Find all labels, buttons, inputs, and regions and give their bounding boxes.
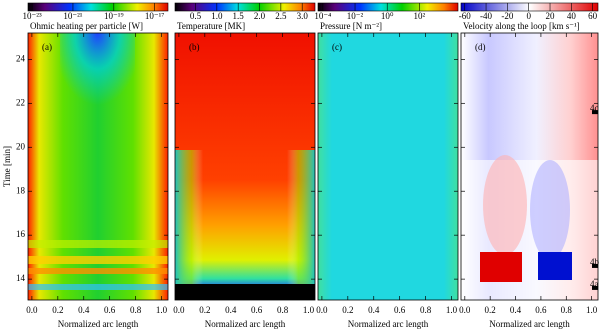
colorbar-tick-label: 10⁰ — [381, 11, 394, 21]
heatmap-d — [461, 33, 598, 300]
colorbar-tick-label: 2.0 — [254, 11, 266, 21]
colorbar — [317, 2, 459, 12]
heatmap-b — [175, 33, 315, 300]
colorbar-tick-label: 2.5 — [275, 11, 287, 21]
y-tick-label: 18 — [16, 185, 26, 195]
colorbar — [460, 2, 599, 12]
x-tick-label: 0.8 — [277, 305, 289, 315]
plot-frame — [317, 32, 459, 301]
x-tick-label: 1.0 — [156, 305, 168, 315]
colorbar-tick-label: -20 — [501, 11, 513, 21]
x-tick-label: 0.8 — [561, 305, 573, 315]
panel-label: (b) — [189, 42, 200, 52]
colorbar-tick-label: 10⁻⁴ — [314, 11, 331, 21]
plot-frame — [27, 32, 169, 301]
heatmap-a — [28, 33, 168, 300]
heatmap-c — [318, 33, 458, 300]
colorbar-tick-label: 10⁻¹⁹ — [104, 11, 124, 21]
x-tick-label: 0.0 — [173, 305, 185, 315]
colorbar-tick-label: 20 — [546, 11, 556, 21]
time-marker — [592, 285, 598, 290]
panel-label: (d) — [475, 42, 486, 52]
x-tick-label: 1.0 — [303, 305, 315, 315]
x-tick-label: 0.6 — [251, 305, 263, 315]
x-tick-label: 0.4 — [225, 305, 237, 315]
x-tick-label: 1.0 — [586, 305, 598, 315]
x-tick-label: 0.0 — [459, 305, 471, 315]
colorbar-tick-label: -60 — [459, 11, 471, 21]
colorbar-title: Pressure [N m⁻²] — [320, 21, 382, 31]
panel-label: (a) — [42, 42, 52, 52]
y-tick-label: 14 — [16, 273, 26, 283]
time-marker-label: 4c — [590, 103, 599, 113]
colorbar-tick-label: 1.5 — [233, 11, 245, 21]
x-tick-label: 0.2 — [52, 305, 63, 315]
x-axis-label: Normalized arc length — [348, 319, 429, 329]
colorbar-tick-label: 10⁻²¹ — [63, 11, 82, 21]
y-tick-label: 20 — [16, 141, 26, 151]
panel-label: (c) — [332, 42, 342, 52]
colorbar-tick-label: 3.0 — [297, 11, 309, 21]
y-tick-label: 22 — [16, 97, 25, 107]
colorbar-tick-label: 40 — [567, 11, 577, 21]
x-tick-label: 0.4 — [510, 305, 522, 315]
colorbar-tick-label: 10⁻² — [347, 11, 364, 21]
colorbar-title: Ohmic heating per particle [W] — [30, 21, 143, 31]
colorbar-tick-label: 10⁻¹⁷ — [145, 11, 165, 21]
colorbar-tick-label: -40 — [480, 11, 492, 21]
colorbar-tick-label: 0.5 — [190, 11, 202, 21]
colorbar — [27, 2, 169, 12]
x-tick-label: 0.6 — [394, 305, 406, 315]
x-axis-label: Normalized arc length — [205, 319, 286, 329]
time-marker-label: 4b — [590, 257, 600, 267]
time-marker-label: 4a — [590, 279, 599, 289]
y-tick-label: 16 — [16, 229, 26, 239]
colorbar-tick-label: 60 — [588, 11, 598, 21]
x-tick-label: 0.4 — [368, 305, 380, 315]
plot-frame — [460, 32, 599, 301]
plot-frame — [174, 32, 316, 301]
y-axis-label: Time [min] — [2, 146, 12, 187]
time-marker — [592, 110, 598, 115]
colorbar-title: Velocity along the loop [km s⁻¹] — [463, 21, 580, 31]
colorbar-title: Temperature [MK] — [177, 21, 245, 31]
y-tick-label: 24 — [16, 53, 26, 63]
x-tick-label: 0.6 — [535, 305, 547, 315]
colorbar-tick-label: 0 — [526, 11, 531, 21]
x-tick-label: 0.2 — [342, 305, 353, 315]
x-axis-label: Normalized arc length — [58, 319, 139, 329]
x-tick-label: 0.8 — [420, 305, 432, 315]
colorbar-tick-label: 1.0 — [211, 11, 223, 21]
time-marker — [592, 263, 598, 268]
x-tick-label: 0.0 — [316, 305, 328, 315]
x-tick-label: 0.6 — [104, 305, 116, 315]
x-axis-label: Normalized arc length — [489, 319, 570, 329]
colorbar-tick-label: 10² — [414, 11, 426, 21]
x-tick-label: 0.2 — [485, 305, 496, 315]
x-tick-label: 0.8 — [130, 305, 142, 315]
colorbar — [174, 2, 316, 12]
x-tick-label: 0.0 — [26, 305, 38, 315]
x-tick-label: 1.0 — [446, 305, 458, 315]
x-tick-label: 0.4 — [78, 305, 90, 315]
x-tick-label: 0.2 — [199, 305, 210, 315]
colorbar-tick-label: 10⁻²³ — [23, 11, 42, 21]
